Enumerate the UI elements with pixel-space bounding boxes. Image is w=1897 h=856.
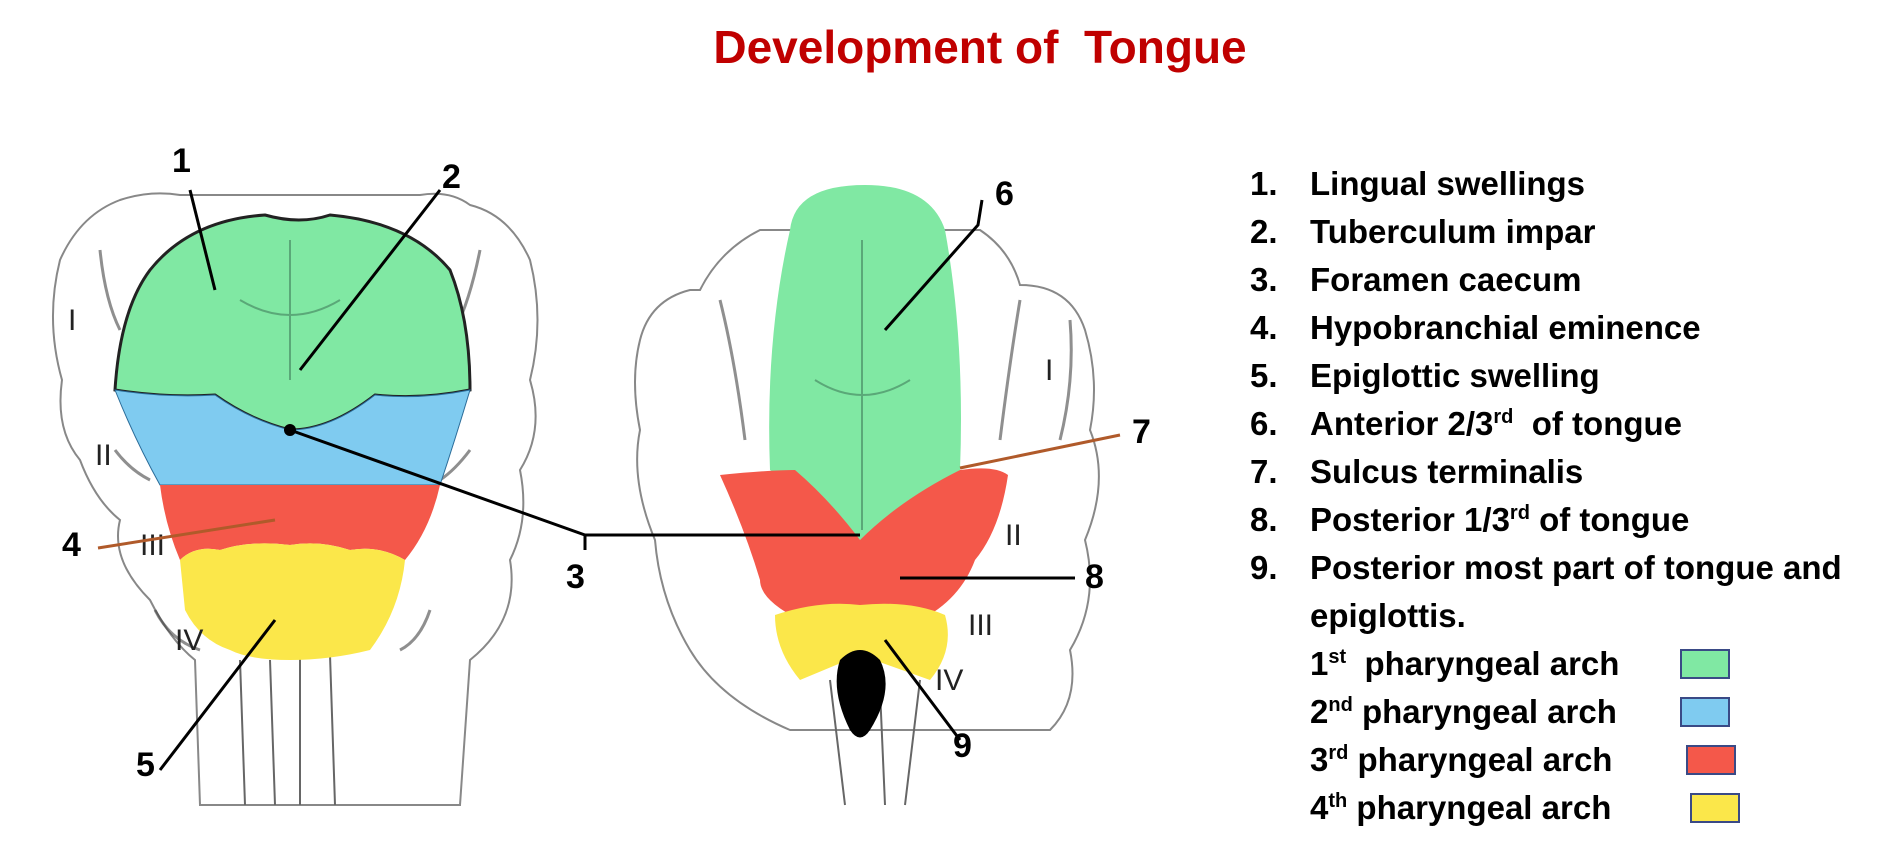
right-posterior-tongue [720,468,1008,620]
arch-ordinal: nd [1328,694,1353,716]
legend-text: Posterior 1/3rd of tongue [1310,501,1890,539]
arch-text: pharyngeal arch [1348,741,1613,778]
legend-text-main: Posterior 1/3 [1310,501,1510,538]
arch-number: 2 [1310,693,1329,730]
callout-7: 7 [1132,413,1151,451]
arch-text: pharyngeal arch [1347,789,1612,826]
arch-number: 1 [1310,645,1329,682]
right-anterior-tongue [769,185,961,540]
callout-8: 8 [1085,558,1104,596]
callout-2: 2 [442,158,461,196]
leader-lines [158,189,1075,771]
callout-3: 3 [566,558,585,596]
left-arch-label-2: II [95,439,112,472]
left-arch3-region [160,485,440,560]
right-arch-label-3: III [968,609,993,642]
legend-num: 3. [1250,261,1278,298]
callout-5: 5 [136,746,155,784]
arch-legend-row: 3rd pharyngeal arch [1250,736,1890,784]
legend-num: 8. [1250,501,1278,538]
leader-6 [883,199,984,331]
right-epiglottis [775,603,948,680]
arch-legend-label: 4th pharyngeal arch [1310,789,1611,827]
left-figure-shading [98,249,482,652]
right-laryngeal-opening [836,650,886,738]
legend-text: Foramen caecum [1310,261,1582,298]
right-arch-label-1: I [1045,354,1053,387]
legend-text: Tuberculum impar [1310,213,1596,250]
legend-superscript: rd [1509,502,1530,524]
legend: 1. Lingual swellings 2. Tuberculum impar… [1250,160,1890,832]
leader-1 [188,189,217,291]
page-title: Development of Tongue [713,21,1247,73]
legend-text: Sulcus terminalis [1310,453,1584,490]
callout-1: 1 [172,142,191,180]
arch-text: pharyngeal arch [1346,645,1620,682]
legend-text: Anterior 2/3rd of tongue [1310,405,1890,443]
left-arch4-region [180,543,405,660]
leader-2 [298,189,442,371]
arch1-color-swatch [1680,649,1730,679]
arch4-color-swatch [1690,793,1740,823]
legend-superscript: rd [1493,406,1514,428]
arch-legend-row: 4th pharyngeal arch [1250,784,1890,832]
legend-item: 2. Tuberculum impar [1250,208,1890,256]
legend-item: 4. Hypobranchial eminence [1250,304,1890,352]
left-arch-label-1: I [68,304,76,337]
legend-num: 2. [1250,213,1278,250]
legend-num: 7. [1250,453,1278,490]
legend-text: Lingual swellings [1310,165,1586,202]
right-figure-shading [718,299,1073,441]
arch-legend-label: 1st pharyngeal arch [1310,645,1619,683]
legend-text: Hypobranchial eminence [1310,309,1701,346]
leader-7 [959,433,1121,470]
arch3-color-swatch [1686,745,1736,775]
legend-item: 1. Lingual swellings [1250,160,1890,208]
legend-text-tail: of tongue [1529,501,1690,538]
developed-tongue-figure: I II III IV [634,185,1100,806]
arch-legend-label: 2nd pharyngeal arch [1310,693,1617,731]
arch-text: pharyngeal arch [1352,693,1617,730]
arch-legend-label: 3rd pharyngeal arch [1310,741,1612,779]
legend-text: Posterior most part of tongue and epiglo… [1310,549,1842,634]
arch-number: 3 [1310,741,1329,778]
legend-num: 1. [1250,165,1278,202]
left-larynx [239,654,336,806]
left-lingual-midline [239,240,341,380]
arch-ordinal: rd [1328,742,1349,764]
arch-legend-row: 1st pharyngeal arch [1250,640,1890,688]
legend-text-tail: of tongue [1513,405,1683,442]
legend-item: 5. Epiglottic swelling [1250,352,1890,400]
leader-9 [883,639,962,741]
right-larynx [829,679,921,806]
arch-ordinal: st [1328,646,1347,668]
legend-item: 7. Sulcus terminalis [1250,448,1890,496]
right-arch-label-2: II [1005,519,1022,552]
arch-number: 4 [1310,789,1329,826]
callout-4: 4 [62,526,81,564]
arch-ordinal: th [1328,790,1348,812]
legend-num: 9. [1250,549,1278,586]
tongue-development-diagram: I II III IV I II III IV 1 2 3 4 [52,142,1151,806]
right-arch-label-4: IV [935,664,963,697]
left-arch-label-4: IV [175,624,203,657]
legend-num: 6. [1250,405,1278,442]
legend-item: 9. Posterior most part of tongue and epi… [1250,544,1890,640]
callout-9: 9 [953,727,972,765]
arch-legend-row: 2nd pharyngeal arch [1250,688,1890,736]
legend-num: 4. [1250,309,1278,346]
leader-4 [97,518,276,550]
left-arch-label-3: III [140,529,165,562]
legend-item: 6. Anterior 2/3rd of tongue [1250,400,1890,448]
legend-item: 3. Foramen caecum [1250,256,1890,304]
leader-5 [158,619,277,771]
arch2-color-swatch [1680,697,1730,727]
legend-item: 8. Posterior 1/3rd of tongue [1250,496,1890,544]
right-tongue-midline [814,240,911,530]
legend-text-main: Anterior 2/3 [1310,405,1494,442]
callout-6: 6 [995,175,1014,213]
legend-text: Epiglottic swelling [1310,357,1600,394]
early-tongue-figure: I II III IV [52,192,539,806]
legend-num: 5. [1250,357,1278,394]
